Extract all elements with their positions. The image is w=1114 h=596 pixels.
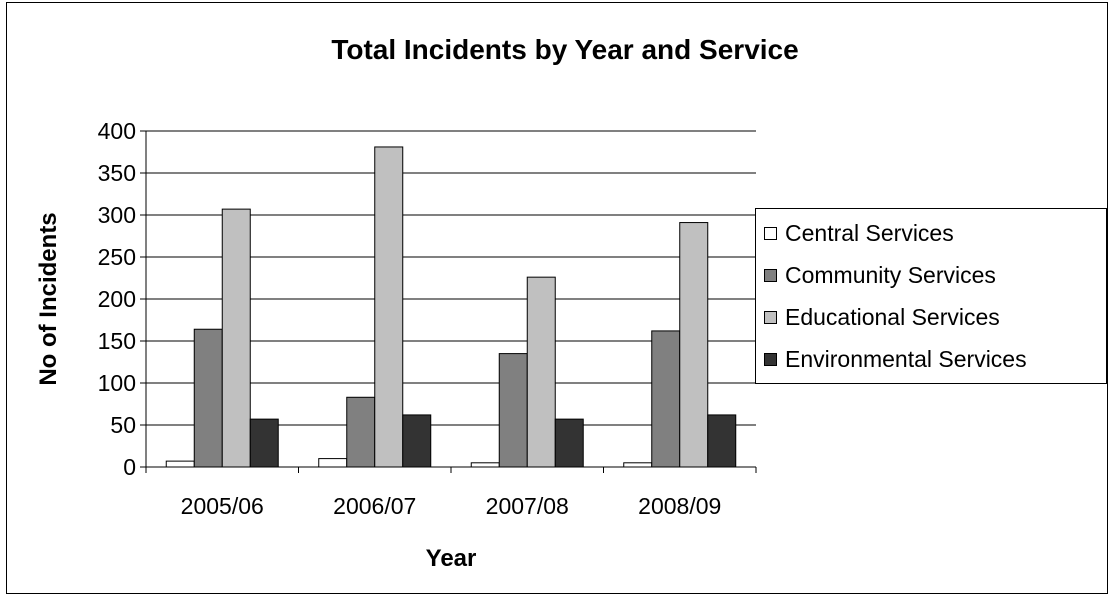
bar-educational-services <box>679 222 709 468</box>
x-tick-label: 2008/09 <box>638 493 721 519</box>
bar-environmental-services <box>554 418 584 468</box>
legend-label: Educational Services <box>785 303 1000 330</box>
legend-item: Central Services <box>764 218 954 248</box>
bar-educational-services <box>374 146 404 468</box>
legend-item: Educational Services <box>764 302 1000 332</box>
bars <box>165 146 737 468</box>
bar-central-services <box>623 462 653 468</box>
y-tick-label: 0 <box>123 454 136 480</box>
x-tick-label: 2006/07 <box>333 493 416 519</box>
bar-environmental-services <box>402 414 432 468</box>
bar-environmental-services <box>249 418 279 468</box>
legend-label: Community Services <box>785 261 996 288</box>
legend-swatch <box>764 352 777 366</box>
bar-community-services <box>193 328 223 468</box>
y-tick-label: 400 <box>98 118 136 144</box>
y-tick-label: 250 <box>98 244 136 270</box>
y-tick-label: 100 <box>98 370 136 396</box>
x-tick-label: 2007/08 <box>486 493 569 519</box>
bar-central-services <box>165 460 195 468</box>
legend: Central Services Community Services Educat… <box>755 208 1107 384</box>
y-tick-label: 200 <box>98 286 136 312</box>
chart-title: Total Incidents by Year and Service <box>331 34 799 65</box>
x-axis-title: Year <box>426 545 477 572</box>
legend-label: Central Services <box>785 219 954 246</box>
legend-swatch <box>764 226 777 240</box>
bar-educational-services <box>221 208 251 468</box>
legend-swatch <box>764 268 777 282</box>
x-tick-label: 2005/06 <box>181 493 264 519</box>
legend-label: Environmental Services <box>785 345 1027 372</box>
axes: 0 50 100 150 200 250 300 350 400 2005/06 2006/07 20… <box>98 118 757 519</box>
legend-swatch <box>764 310 777 324</box>
bar-central-services <box>318 458 348 468</box>
y-tick-label: 300 <box>98 202 136 228</box>
y-tick-label: 50 <box>110 412 136 438</box>
bar-community-services <box>651 330 681 468</box>
bar-educational-services <box>526 276 556 468</box>
bar-central-services <box>470 462 500 468</box>
bar-community-services <box>346 396 376 468</box>
legend-item: Community Services <box>764 260 996 290</box>
y-tick-label: 350 <box>98 160 136 186</box>
bar-environmental-services <box>707 414 737 468</box>
y-axis-title: No of Incidents <box>35 212 62 385</box>
legend-item: Environmental Services <box>764 344 1027 374</box>
y-tick-label: 150 <box>98 328 136 354</box>
bar-community-services <box>498 353 528 468</box>
